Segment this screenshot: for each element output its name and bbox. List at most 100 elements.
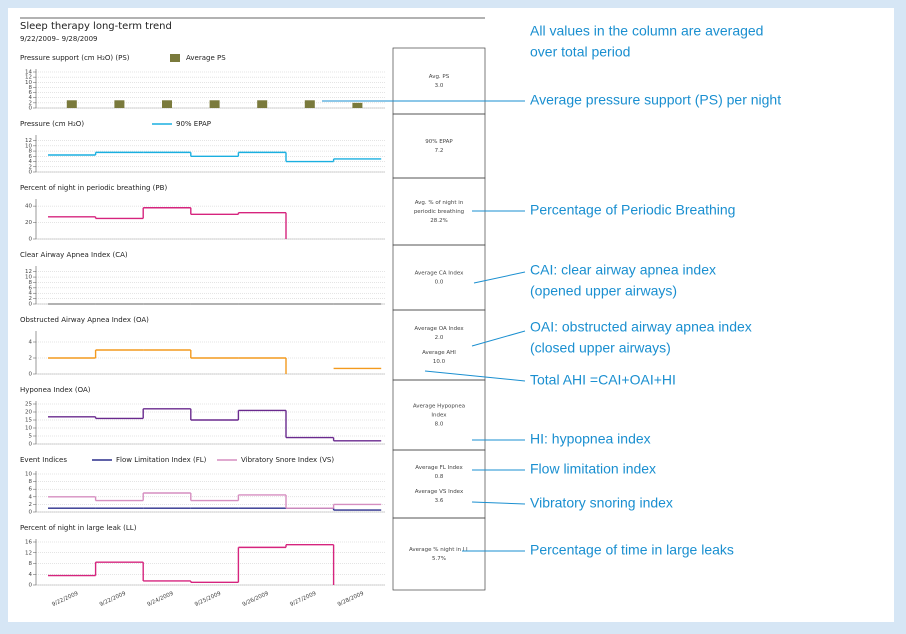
summary-text: Average FL Index: [415, 465, 463, 471]
y-tick-label: 12: [25, 550, 32, 556]
y-tick-label: 8: [29, 561, 33, 567]
y-tick-label: 0: [29, 106, 33, 112]
y-tick-label: 12: [25, 269, 32, 275]
summary-text: 3.0: [435, 83, 444, 89]
y-tick-label: 12: [25, 138, 32, 144]
chart-title: Percent of night in periodic breathing (…: [20, 184, 167, 192]
y-tick-label: 4: [29, 159, 33, 165]
y-tick-label: 8: [29, 149, 33, 155]
summary-text: 28.2%: [430, 218, 447, 224]
y-tick-label: 0: [29, 583, 33, 589]
callout-line: [424, 370, 526, 382]
y-tick-label: 25: [25, 402, 32, 408]
chart-title: Event Indices: [20, 456, 67, 464]
summary-text: Average VS Index: [415, 489, 464, 495]
summary-text: Average Hypopnea: [413, 404, 465, 410]
summary-text: 10.0: [433, 359, 446, 365]
y-tick-label: 10: [25, 80, 32, 86]
y-tick-label: 20: [25, 410, 32, 416]
y-tick-label: 10: [25, 275, 32, 281]
y-tick-label: 5: [29, 434, 33, 440]
summary-text: Avg. PS: [429, 74, 450, 80]
y-tick-label: 6: [29, 90, 33, 96]
y-tick-label: 4: [29, 340, 33, 346]
chart-title: Clear Airway Apnea Index (CA): [20, 251, 128, 259]
callout-text: Total AHI =CAI+OAI+HI: [530, 372, 676, 388]
y-tick-label: 0: [29, 510, 33, 516]
legend-label: Flow Limitation Index (FL): [116, 456, 207, 464]
summary-text: 3.6: [435, 498, 444, 504]
y-tick-label: 8: [29, 85, 33, 91]
legend-label: Average PS: [186, 54, 226, 62]
bar: [257, 100, 268, 108]
callout-text: Average pressure support (PS) per night: [530, 92, 781, 108]
legend-label: Vibratory Snore Index (VS): [241, 456, 334, 464]
summary-text: 2.0: [435, 335, 444, 341]
y-tick-label: 16: [25, 540, 32, 546]
y-tick-label: 4: [29, 572, 33, 578]
summary-text: Average CA Index: [415, 271, 465, 277]
callout-text: HI: hypopnea index: [530, 431, 651, 447]
summary-text: Avg. % of night in: [415, 200, 464, 206]
summary-text: 7.2: [435, 148, 444, 154]
report-title: Sleep therapy long-term trend: [20, 21, 172, 32]
y-tick-label: 15: [25, 418, 32, 424]
summary-text: 90% EPAP: [425, 139, 453, 145]
y-tick-label: 8: [29, 280, 33, 286]
y-tick-label: 0: [29, 372, 33, 378]
callout-text: All values in the column are averaged: [530, 23, 763, 39]
chart-title: Obstructed Airway Apnea Index (OA): [20, 316, 149, 324]
summary-text: Average OA Index: [414, 326, 464, 332]
callout-text: (closed upper airways): [530, 340, 671, 356]
y-tick-label: 6: [29, 154, 33, 160]
callout-text: (opened upper airways): [530, 283, 677, 299]
summary-text: Index: [431, 413, 447, 419]
callout-line: [471, 501, 526, 505]
y-tick-label: 40: [25, 204, 32, 210]
y-tick-label: 10: [25, 143, 32, 149]
y-tick-label: 2: [29, 100, 33, 106]
summary-text: 0.8: [435, 474, 444, 480]
chart-title: Pressure support (cm H₂O) (PS): [20, 54, 130, 62]
callout-text: OAI: obstructed airway apnea index: [530, 319, 752, 335]
y-tick-label: 2: [29, 502, 33, 508]
y-tick-label: 10: [25, 472, 32, 478]
y-tick-label: 6: [29, 487, 33, 493]
callout-line: [473, 271, 526, 284]
summary-text: 0.0: [435, 280, 444, 286]
y-tick-label: 4: [29, 95, 33, 101]
callout-text: Percentage of time in large leaks: [530, 542, 734, 558]
summary-text: Average % night in LL: [409, 547, 470, 553]
legend-label: 90% EPAP: [176, 120, 211, 128]
bar: [304, 100, 315, 108]
bar: [209, 100, 220, 108]
y-tick-label: 8: [29, 479, 33, 485]
y-tick-label: 0: [29, 442, 33, 448]
summary-text: periodic breathing: [414, 209, 464, 215]
y-tick-label: 4: [29, 291, 33, 297]
callout-text: over total period: [530, 44, 630, 60]
callout-text: Vibratory snoring index: [530, 495, 673, 511]
summary-text: 8.0: [435, 422, 444, 428]
summary-text: 5.7%: [432, 556, 446, 562]
chart-title: Percent of night in large leak (LL): [20, 524, 137, 532]
y-tick-label: 10: [25, 426, 32, 432]
chart-title: Pressure (cm H₂O): [20, 120, 84, 128]
chart-title: Hyponea Index (OA): [20, 386, 91, 394]
report-subtitle: 9/22/2009– 9/28/2009: [20, 35, 98, 43]
bar: [352, 102, 363, 108]
y-tick-label: 4: [29, 494, 33, 500]
bar: [114, 100, 125, 108]
y-tick-label: 0: [29, 302, 33, 308]
y-tick-label: 12: [25, 75, 32, 81]
callout-text: Flow limitation index: [530, 461, 656, 477]
y-tick-label: 0: [29, 170, 33, 176]
y-tick-label: 14: [25, 70, 32, 76]
bar: [66, 100, 77, 108]
y-tick-label: 2: [29, 356, 33, 362]
y-tick-label: 6: [29, 285, 33, 291]
callout-text: CAI: clear airway apnea index: [530, 262, 716, 278]
y-tick-label: 0: [29, 237, 33, 243]
summary-box: [392, 517, 486, 591]
